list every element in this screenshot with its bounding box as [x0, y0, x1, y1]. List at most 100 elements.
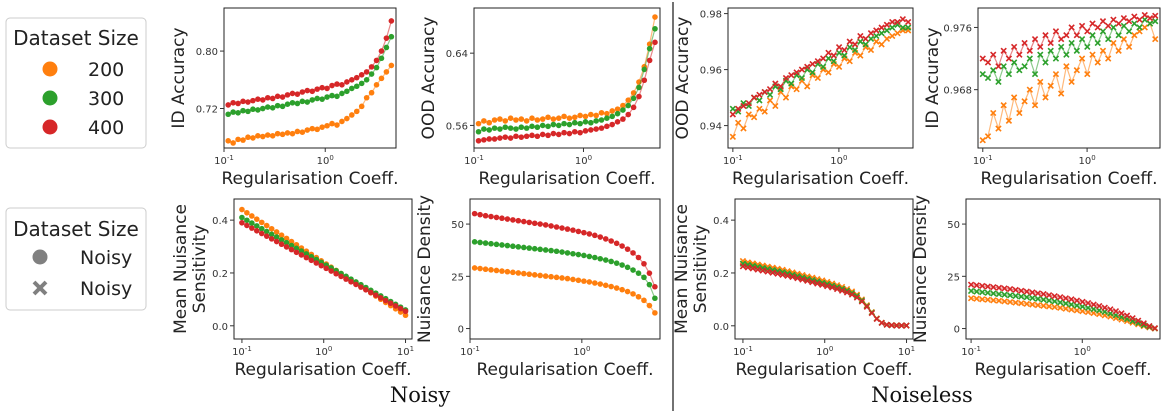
data-point [245, 134, 251, 141]
data-point [383, 69, 390, 75]
data-point [1073, 67, 1081, 74]
data-point [571, 114, 578, 121]
data-point [1115, 47, 1122, 54]
data-point [239, 214, 245, 221]
data-point [539, 116, 546, 122]
data-point [240, 98, 246, 105]
data-point [244, 222, 250, 229]
data-point [577, 112, 583, 119]
data-point [1047, 82, 1054, 89]
data-point [635, 254, 642, 261]
data-point [853, 294, 861, 301]
data-point [1094, 24, 1101, 31]
data-point [1063, 51, 1070, 58]
data-point [766, 91, 774, 98]
y-tick-label: 0.98 [700, 10, 722, 21]
legend-marker-400 [42, 119, 58, 135]
data-point [990, 297, 997, 304]
data-point [979, 296, 986, 303]
data-point [561, 113, 567, 120]
data-point [235, 136, 241, 143]
data-point [1151, 324, 1159, 332]
y-tick-label: 0.0 [212, 322, 228, 333]
data-point [641, 66, 648, 73]
x-tick-label: 10-1 [973, 154, 993, 167]
data-point [349, 85, 355, 92]
data-point [641, 274, 647, 281]
series-line [982, 22, 1156, 141]
data-point [274, 93, 281, 100]
data-point [550, 121, 557, 128]
data-point [349, 76, 355, 83]
data-point [1001, 298, 1008, 305]
data-point [1012, 299, 1019, 306]
data-point [646, 57, 653, 64]
data-point [239, 206, 245, 213]
data-point [1078, 22, 1086, 30]
data-point [1026, 47, 1033, 54]
data-point [641, 297, 647, 304]
data-point [539, 122, 546, 129]
data-point [324, 122, 330, 129]
legend-title-2: Dataset Size [13, 217, 139, 241]
legend-label-300: 300 [88, 88, 124, 110]
data-point [230, 140, 236, 146]
data-point [754, 266, 761, 273]
axes-frame [469, 198, 661, 340]
data-point [299, 129, 306, 136]
data-point [497, 135, 503, 141]
data-point [848, 289, 856, 297]
data-point [566, 130, 573, 137]
series-2 [239, 219, 409, 315]
data-point [314, 126, 320, 133]
data-point [491, 117, 498, 123]
data-point [537, 221, 543, 227]
data-point [764, 268, 771, 275]
data-point [984, 74, 992, 82]
data-point [740, 125, 747, 132]
x-tick-label: 10-1 [961, 345, 981, 358]
data-point [1118, 310, 1125, 317]
data-point [575, 228, 582, 235]
x-tick-label: 10-1 [214, 154, 234, 167]
series-line [971, 297, 1156, 330]
data-point [814, 74, 822, 82]
data-point [397, 305, 404, 312]
data-point [630, 95, 637, 102]
y-tick-label: 0.96 [700, 66, 722, 77]
data-point [353, 108, 360, 115]
data-point [529, 123, 535, 130]
y-tick-label: 0 [458, 325, 464, 336]
data-point [279, 103, 286, 110]
data-point [798, 66, 806, 73]
data-point [293, 249, 300, 256]
data-point [383, 44, 390, 51]
data-point [475, 120, 482, 127]
series-2 [739, 263, 910, 329]
data-point [1062, 305, 1069, 312]
data-point [534, 133, 541, 140]
data-point [1057, 294, 1064, 301]
data-point [545, 123, 551, 130]
data-point [534, 124, 541, 131]
data-point [481, 126, 487, 132]
data-point [499, 268, 505, 274]
data-point [613, 240, 620, 247]
data-point [867, 46, 875, 54]
y-axis-label: ID Accuracy [923, 27, 943, 128]
data-point [766, 86, 774, 93]
data-point [553, 224, 560, 230]
data-point [652, 25, 658, 32]
data-point [298, 248, 305, 254]
x-tick-label: 100 [816, 345, 833, 358]
data-point [555, 131, 562, 138]
data-point [582, 113, 589, 120]
legend-box [5, 17, 147, 149]
data-point [1045, 297, 1053, 304]
data-point [804, 277, 811, 285]
data-point [1051, 292, 1058, 300]
data-point [1042, 59, 1049, 66]
y-axis-label: Mean NuisanceSensitivity [672, 204, 711, 334]
legend-title: Dataset Size [13, 26, 139, 50]
data-point [868, 309, 875, 317]
